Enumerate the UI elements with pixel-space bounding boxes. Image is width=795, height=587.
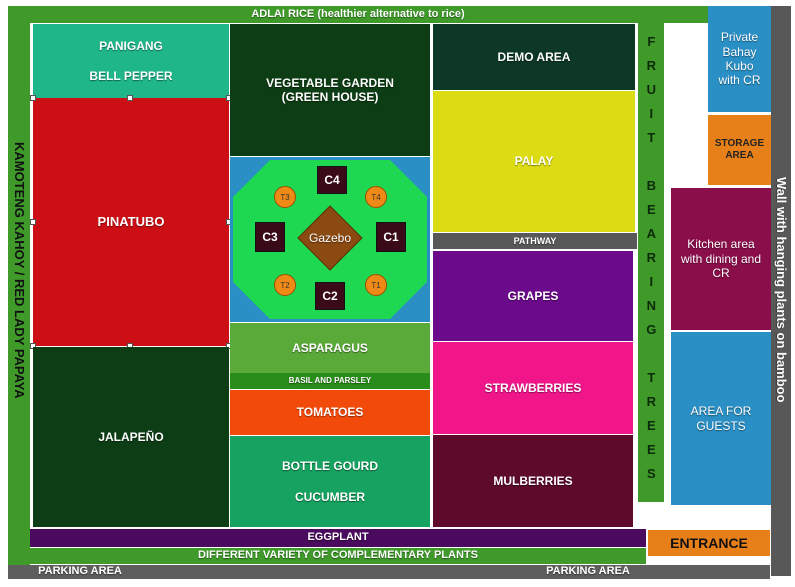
- demo-area-plot[interactable]: DEMO AREA: [433, 24, 635, 90]
- tomatoes-plot[interactable]: TOMATOES: [230, 390, 430, 435]
- kitchen-area[interactable]: Kitchen area with dining and CR: [671, 188, 771, 330]
- entrance[interactable]: ENTRANCE: [648, 530, 770, 556]
- complementary-plants-strip[interactable]: DIFFERENT VARIETY OF COMPLEMENTARY PLANT…: [30, 548, 646, 564]
- strawberries-plot[interactable]: STRAWBERRIES: [433, 342, 633, 434]
- hanging-plants-wall-label: Wall with hanging plants on bamboo: [773, 177, 789, 403]
- jalapeno-plot[interactable]: JALAPEÑO: [33, 347, 229, 527]
- cottage-c1[interactable]: C1: [376, 222, 406, 252]
- cottage-c2[interactable]: C2: [315, 282, 345, 310]
- storage-area[interactable]: STORAGE AREA: [708, 115, 771, 185]
- selection-handle: [127, 95, 133, 101]
- bottle-gourd-cucumber-plot[interactable]: BOTTLE GOURD CUCUMBER: [230, 436, 430, 527]
- vegetable-garden-greenhouse[interactable]: VEGETABLE GARDEN (GREEN HOUSE): [230, 24, 430, 156]
- east-wall-strip: [771, 6, 791, 576]
- kamoteng-kahoy-papaya-label: KAMOTENG KAHOY / RED LADY PAPAYA: [11, 141, 27, 399]
- pathway[interactable]: PATHWAY: [433, 233, 637, 249]
- gazebo-label: Gazebo: [308, 230, 352, 245]
- asparagus-plot[interactable]: ASPARAGUS: [230, 323, 430, 373]
- panigang-bell-pepper-plot[interactable]: PANIGANG BELL PEPPER: [33, 24, 229, 98]
- parking-area-left[interactable]: PARKING AREA: [38, 565, 122, 578]
- selection-handle: [30, 95, 36, 101]
- private-bahay-kubo[interactable]: Private Bahay Kubo with CR: [708, 6, 771, 112]
- fruit-bearing-trees-strip[interactable]: FRUIT BEARING TREES: [638, 22, 664, 502]
- table-t4[interactable]: T4: [365, 186, 387, 208]
- table-t3[interactable]: T3: [274, 186, 296, 208]
- grapes-plot[interactable]: GRAPES: [433, 251, 633, 341]
- adlai-rice-strip: ADLAI RICE (healthier alternative to ric…: [8, 6, 708, 23]
- parking-strip: [8, 565, 770, 579]
- mulberries-plot[interactable]: MULBERRIES: [433, 435, 633, 527]
- parking-area-right[interactable]: PARKING AREA: [546, 565, 630, 578]
- eggplant-strip[interactable]: EGGPLANT: [30, 529, 646, 547]
- area-for-guests[interactable]: AREA FOR GUESTS: [671, 332, 771, 505]
- basil-parsley-plot[interactable]: BASIL AND PARSLEY: [230, 373, 430, 389]
- table-t1[interactable]: T1: [365, 274, 387, 296]
- palay-plot[interactable]: PALAY: [433, 91, 635, 232]
- cottage-c4[interactable]: C4: [317, 166, 347, 194]
- selection-handle: [30, 219, 36, 225]
- pinatubo-plot[interactable]: PINATUBO: [33, 98, 229, 346]
- cottage-c3[interactable]: C3: [255, 222, 285, 252]
- west-border-strip: [8, 6, 30, 566]
- table-t2[interactable]: T2: [274, 274, 296, 296]
- gazebo-roof: [297, 205, 363, 271]
